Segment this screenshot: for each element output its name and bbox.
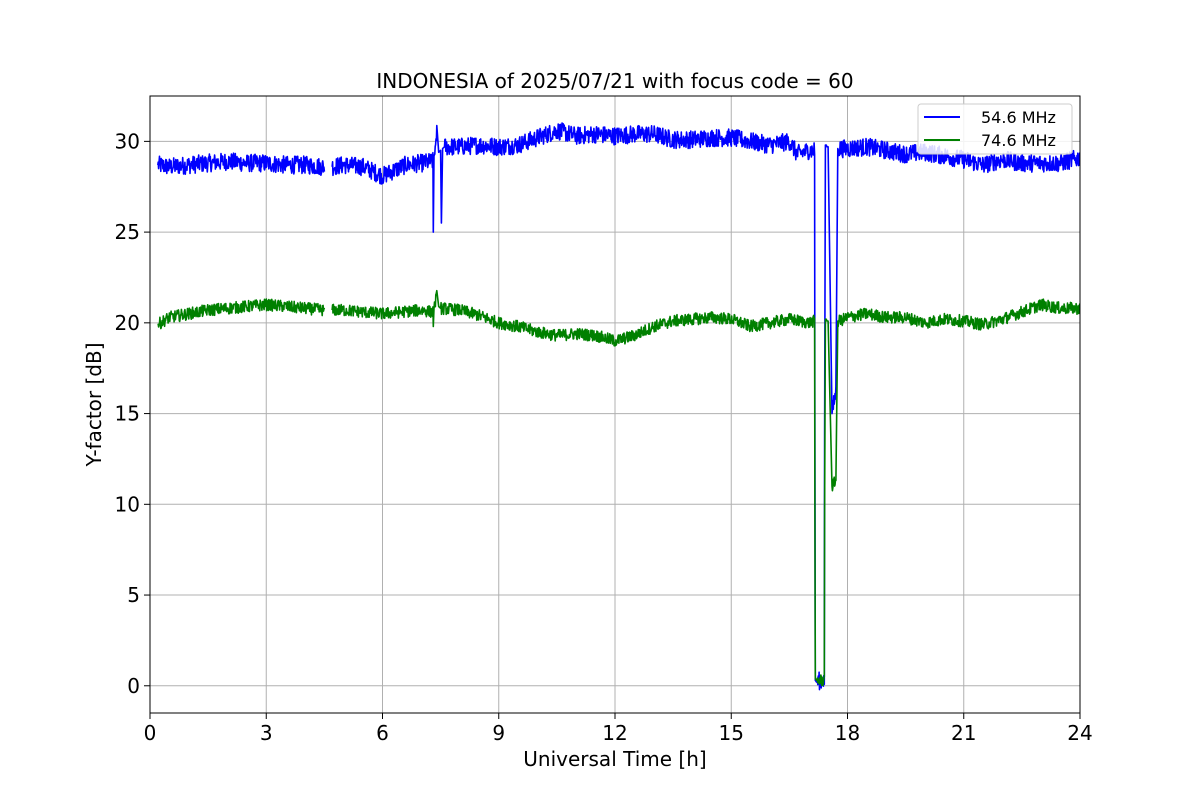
series-layer <box>157 122 1080 691</box>
x-tick-label: 6 <box>376 721 389 745</box>
legend-label-0: 54.6 MHz <box>981 108 1056 127</box>
x-tick-label: 15 <box>719 721 744 745</box>
y-tick-label: 20 <box>115 311 140 335</box>
x-tick-label: 9 <box>492 721 505 745</box>
y-tick-label: 5 <box>127 583 140 607</box>
series-line-0 <box>331 122 1080 691</box>
y-tick-label: 0 <box>127 674 140 698</box>
series-line-1 <box>157 298 326 330</box>
y-axis-label: Y-factor [dB] <box>82 342 106 467</box>
x-tick-label: 21 <box>951 721 976 745</box>
x-tick-label: 3 <box>260 721 273 745</box>
x-tick-label: 18 <box>835 721 860 745</box>
y-tick-label: 15 <box>115 402 140 426</box>
y-tick-label: 25 <box>115 220 140 244</box>
x-axis-label: Universal Time [h] <box>523 747 706 771</box>
y-tick-label: 10 <box>115 492 140 516</box>
x-tick-label: 12 <box>602 721 627 745</box>
legend: 54.6 MHz 74.6 MHz <box>917 103 1073 155</box>
chart-title: INDONESIA of 2025/07/21 with focus code … <box>376 69 853 93</box>
y-tick-label: 30 <box>115 129 140 153</box>
series-line-1 <box>331 289 1080 687</box>
grid <box>149 96 1081 713</box>
legend-label-1: 74.6 MHz <box>981 131 1056 150</box>
x-tick-label: 0 <box>144 721 157 745</box>
series-line-0 <box>157 152 326 176</box>
tick-layer: 0 3 6 9 12 15 18 21 24 0 5 10 15 20 25 30 <box>115 129 1093 745</box>
x-tick-label: 24 <box>1067 721 1092 745</box>
